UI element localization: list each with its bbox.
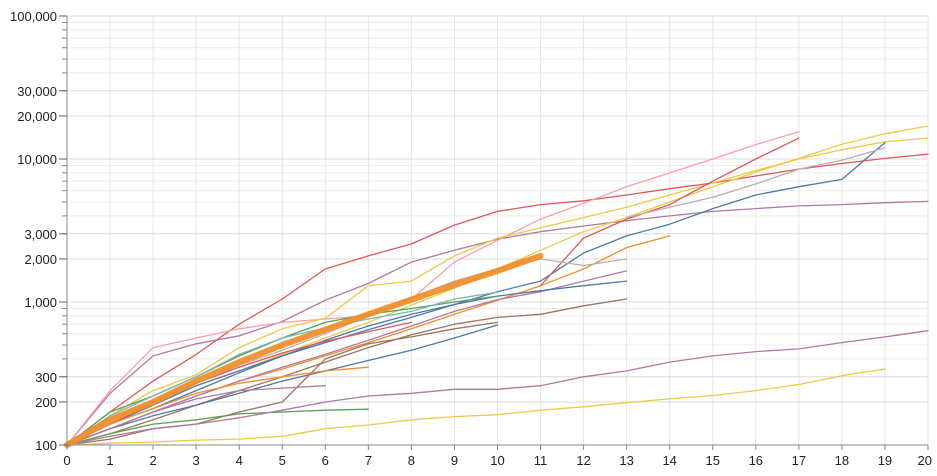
x-tick-label: 12	[576, 453, 590, 468]
series-line-1	[66, 153, 929, 446]
series-line-22	[66, 330, 929, 446]
series-line-21	[66, 385, 326, 446]
y-tick-label: 10,000	[17, 152, 57, 167]
y-tick-label: 100,000	[10, 9, 57, 24]
x-tick-label: 14	[662, 453, 676, 468]
series-line-23	[66, 368, 886, 446]
series-line-17	[66, 321, 499, 446]
series-line-6	[66, 142, 886, 446]
y-tick-label: 30,000	[17, 84, 57, 99]
grid	[66, 15, 929, 446]
x-tick-label: 10	[490, 453, 504, 468]
x-tick-label: 2	[149, 453, 156, 468]
series-line-7	[539, 137, 800, 287]
axes: 0 1 2 3 4 5 6 7 8 9 10 11 12 13 14 15 16 17 18 19 2010020030…	[10, 9, 932, 468]
series-line-15	[66, 291, 499, 446]
series-line-8	[625, 147, 886, 219]
x-tick-label: 20	[918, 453, 932, 468]
x-tick-label: 17	[792, 453, 806, 468]
x-tick-label: 11	[534, 453, 548, 468]
x-tick-label: 1	[106, 453, 113, 468]
y-tick-label: 300	[35, 370, 57, 385]
y-tick-label: 200	[35, 395, 57, 410]
series-line-3	[66, 131, 800, 446]
x-tick-label: 16	[749, 453, 763, 468]
x-tick-label: 0	[63, 453, 70, 468]
x-tick-label: 18	[835, 453, 849, 468]
y-tick-label: 2,000	[24, 252, 57, 267]
x-tick-label: 13	[619, 453, 633, 468]
x-tick-label: 5	[279, 453, 286, 468]
series-group	[64, 125, 929, 448]
x-tick-label: 19	[878, 453, 892, 468]
x-tick-label: 8	[408, 453, 415, 468]
series-line-13	[66, 298, 628, 446]
x-tick-label: 15	[706, 453, 720, 468]
y-tick-label: 3,000	[24, 227, 57, 242]
series-line-2	[66, 200, 929, 446]
y-tick-label: 20,000	[17, 109, 57, 124]
x-tick-label: 6	[322, 453, 329, 468]
series-line-16	[66, 324, 499, 446]
x-tick-label: 7	[365, 453, 372, 468]
series-line-0	[64, 252, 544, 448]
x-tick-label: 9	[451, 453, 458, 468]
series-line-20	[66, 408, 369, 446]
y-tick-label: 1,000	[24, 295, 57, 310]
y-tick-label: 100	[35, 438, 57, 453]
x-tick-label: 4	[236, 453, 243, 468]
x-tick-label: 3	[193, 453, 200, 468]
series-line-19	[66, 366, 369, 446]
